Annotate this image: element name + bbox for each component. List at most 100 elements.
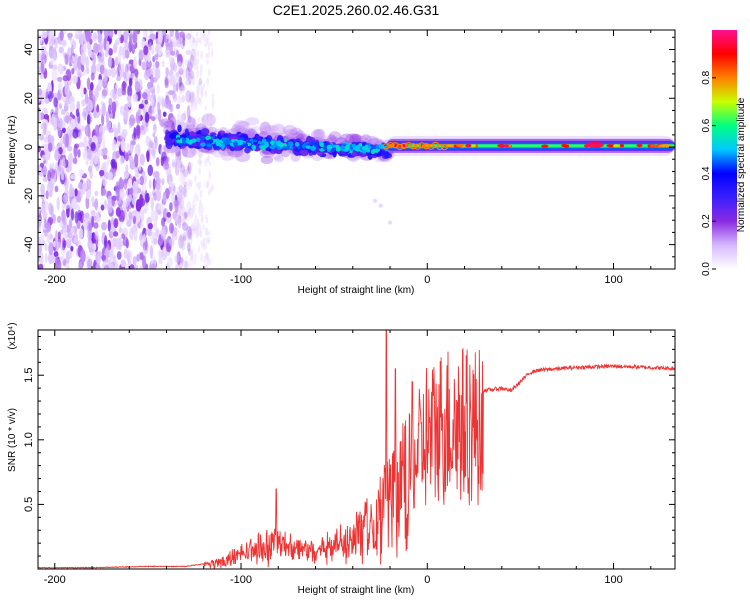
- heatmap-noise-cell: [155, 188, 162, 202]
- heatmap-noise-cell: [203, 32, 206, 42]
- heatmap-noise-cell: [207, 30, 211, 36]
- heatmap-noise-cell: [197, 116, 202, 131]
- heatmap-noise-cell: [153, 170, 159, 180]
- heatmap-noise-cell: [57, 127, 62, 138]
- heatmap-line-ring: [440, 144, 449, 151]
- heatmap-noise-cell: [177, 61, 183, 71]
- heatmap-noise-cell: [129, 160, 136, 170]
- heatmap-noise-cell: [47, 252, 54, 265]
- heatmap-noise-cell: [147, 93, 152, 101]
- heatmap-noise-cell: [197, 246, 201, 253]
- heatmap-noise-cell: [183, 183, 189, 193]
- heatmap-signal-cell: [294, 150, 301, 156]
- heatmap-line-ring: [382, 143, 390, 150]
- heatmap-noise-cell: [80, 45, 86, 56]
- heatmap-noise-cell: [112, 88, 117, 101]
- heatmap-signal-core: [285, 145, 290, 151]
- heatmap-noise-cell: [182, 67, 188, 80]
- heatmap-signal-cell: [350, 151, 358, 157]
- heatmap-noise-cell: [86, 77, 91, 90]
- heatmap-noise-cell: [160, 98, 166, 108]
- heatmap-noise-cell: [123, 71, 127, 80]
- heatmap-line-ring: [409, 143, 417, 150]
- heatmap-glow-cell: [245, 117, 260, 126]
- heatmap-noise-cell: [73, 226, 78, 235]
- heatmap-noise-cell: [206, 34, 210, 45]
- heatmap-noise-cell: [157, 209, 162, 215]
- heatmap-noise-cell: [110, 241, 115, 254]
- heatmap-noise-cell: [102, 154, 108, 160]
- heatmap-noise-cell: [154, 135, 158, 149]
- snr-xtick-label: 100: [604, 574, 622, 586]
- heatmap-noise-cell: [127, 85, 133, 98]
- heatmap-noise-cell: [196, 220, 200, 229]
- heatmap-signal-core: [176, 137, 181, 141]
- heatmap-noise-cell: [102, 147, 108, 156]
- heatmap-line-ring: [400, 142, 408, 149]
- heatmap-noise-cell: [65, 238, 70, 247]
- heatmap-noise-cell: [48, 189, 53, 198]
- heatmap-noise-cell: [50, 58, 54, 66]
- heatmap-noise-cell: [179, 233, 185, 243]
- heatmap-noise-cell: [68, 187, 75, 198]
- heatmap-noise-cell: [100, 185, 104, 197]
- heatmap-noise-cell: [205, 53, 209, 58]
- heatmap-noise-cell: [119, 68, 124, 78]
- heatmap-noise-cell: [139, 221, 145, 230]
- heatmap-line-ring: [396, 143, 404, 151]
- heatmap-noise-cell: [88, 222, 92, 231]
- heatmap-glow-cell: [274, 155, 284, 163]
- heatmap-noise-cell: [57, 164, 63, 178]
- heatmap-noise-cell: [157, 177, 162, 185]
- heatmap-noise-cell: [81, 99, 86, 107]
- heatmap-noise-cell: [87, 258, 93, 269]
- heatmap-noise-cell: [61, 127, 66, 134]
- heatmap-noise-cell: [161, 178, 165, 186]
- heatmap-noise-cell: [57, 65, 62, 73]
- heatmap-noise-cell: [126, 95, 132, 102]
- spectrogram-frame: [37, 29, 676, 270]
- heatmap-noise-cell: [111, 196, 116, 207]
- heatmap-noise-cell: [192, 194, 196, 203]
- heatmap-noise-cell: [176, 49, 179, 59]
- heatmap-noise-cell: [98, 50, 105, 63]
- spectrogram-ytick-label: -40: [23, 237, 35, 253]
- heatmap-noise-cell: [200, 240, 204, 248]
- heatmap-noise-cell: [198, 79, 203, 87]
- heatmap-noise-cell: [80, 249, 86, 263]
- heatmap-noise-cell: [102, 68, 109, 83]
- heatmap-noise-cell: [197, 117, 201, 123]
- heatmap-noise-cell: [117, 50, 122, 62]
- heatmap-noise-cell: [138, 103, 145, 109]
- heatmap-noise-cell: [201, 214, 204, 222]
- heatmap-noise-cell: [178, 241, 185, 248]
- heatmap-signal-core: [263, 142, 268, 147]
- heatmap-noise-cell: [139, 193, 144, 208]
- heatmap-noise-cell: [107, 200, 113, 214]
- heatmap-noise-cell: [144, 99, 149, 105]
- heatmap-line-hotspot: [504, 144, 509, 148]
- heatmap-noise-cell: [96, 104, 100, 113]
- heatmap-noise-cell: [88, 163, 93, 178]
- heatmap-noise-cell: [189, 230, 193, 241]
- heatmap-noise-cell: [136, 30, 141, 35]
- heatmap-noise-cell: [144, 111, 150, 123]
- heatmap-signal-core: [221, 144, 225, 150]
- snr-panel: -200 -100 0 100 0.5 1.0 1.5 Height of straight…: [7, 322, 676, 596]
- colorbar-tick-label: 0.0: [701, 262, 712, 276]
- heatmap-noise-cell: [83, 150, 88, 160]
- heatmap-noise-cell: [207, 69, 211, 77]
- heatmap-noise-cell: [200, 50, 203, 60]
- heatmap-noise-cell: [117, 87, 123, 97]
- heatmap-noise-cell: [175, 82, 179, 92]
- heatmap-noise-cell: [122, 80, 126, 90]
- heatmap-noise-cell: [145, 229, 149, 235]
- heatmap-noise-cell: [127, 62, 131, 71]
- heatmap-noise-cell: [155, 67, 161, 80]
- heatmap-noise-cell: [111, 139, 117, 152]
- heatmap-noise-cell: [38, 220, 42, 228]
- heatmap-noise-cell: [152, 124, 156, 131]
- heatmap-noise-cell: [61, 39, 67, 47]
- heatmap-noise-cell: [64, 188, 69, 201]
